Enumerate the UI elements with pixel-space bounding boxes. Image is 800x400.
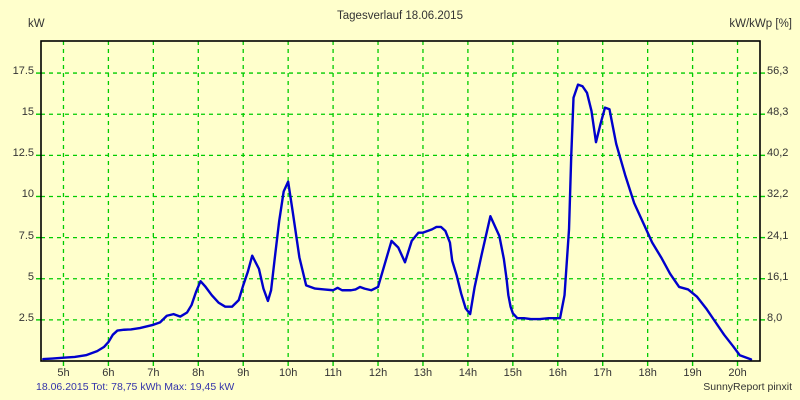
x-axis-tick-label: 12h [368,367,388,379]
y-axis-tick-label-right: 16,1 [767,270,789,283]
x-axis-tick-label: 16h [548,367,567,379]
x-axis-tick-label: 15h [503,367,523,379]
report-credit-text: SunnyReport pinxit [703,381,792,393]
data-series-line [42,83,753,361]
y-axis-tick-label-right: 8,0 [767,311,783,324]
y-axis-tick-label-right: 48,3 [767,106,789,119]
vertical-gridlines [62,41,739,361]
y-axis-tick-label-left: 2.5 [18,311,34,324]
x-axis-tick-label: 5h [57,367,70,379]
chart-title: Tagesverlauf 18.06.2015 [337,10,463,22]
x-axis-tick-label: 8h [192,367,205,379]
x-axis-tick-label: 19h [683,367,702,379]
plot-frame-border [40,40,761,362]
y-axis-tick-label-left: 7.5 [18,229,34,242]
x-axis-tick-label: 11h [324,367,342,379]
x-axis-tick-label: 10h [278,367,298,379]
x-axis-tick-label: 20h [728,367,747,379]
y-axis-tick-label-left: 5 [27,270,34,283]
y-axis-tick-label-left: 12.5 [12,147,34,160]
x-axis-tick-label: 9h [237,367,250,379]
y-axis-tick-label-right: 24,1 [767,229,789,242]
plot-background [41,41,760,361]
x-axis-tick-label: 17h [593,367,612,379]
y-axis-tick-label-right: 32,2 [767,188,789,201]
y-axis-tick-label-left: 10 [21,188,34,201]
right-axis-unit-label: kW/kWp [%] [729,18,792,30]
x-axis-tick-label: 14h [458,367,478,379]
x-axis-tick-label: 6h [102,367,115,379]
axis-tick-marks [36,72,765,366]
left-axis-unit-label: kW [28,18,45,30]
y-axis-tick-label-right: 40,2 [767,147,789,160]
x-axis-tick-label: 18h [638,367,657,379]
summary-footer-text: 18.06.2015 Tot: 78,75 kWh Max: 19,45 kW [36,381,235,393]
x-axis-tick-label: 13h [413,367,433,379]
y-axis-tick-label-left: 15 [21,106,34,119]
y-axis-tick-label-right: 56,3 [767,65,789,78]
y-axis-tick-label-left: 17.5 [12,65,34,78]
x-axis-tick-label: 7h [147,367,160,379]
